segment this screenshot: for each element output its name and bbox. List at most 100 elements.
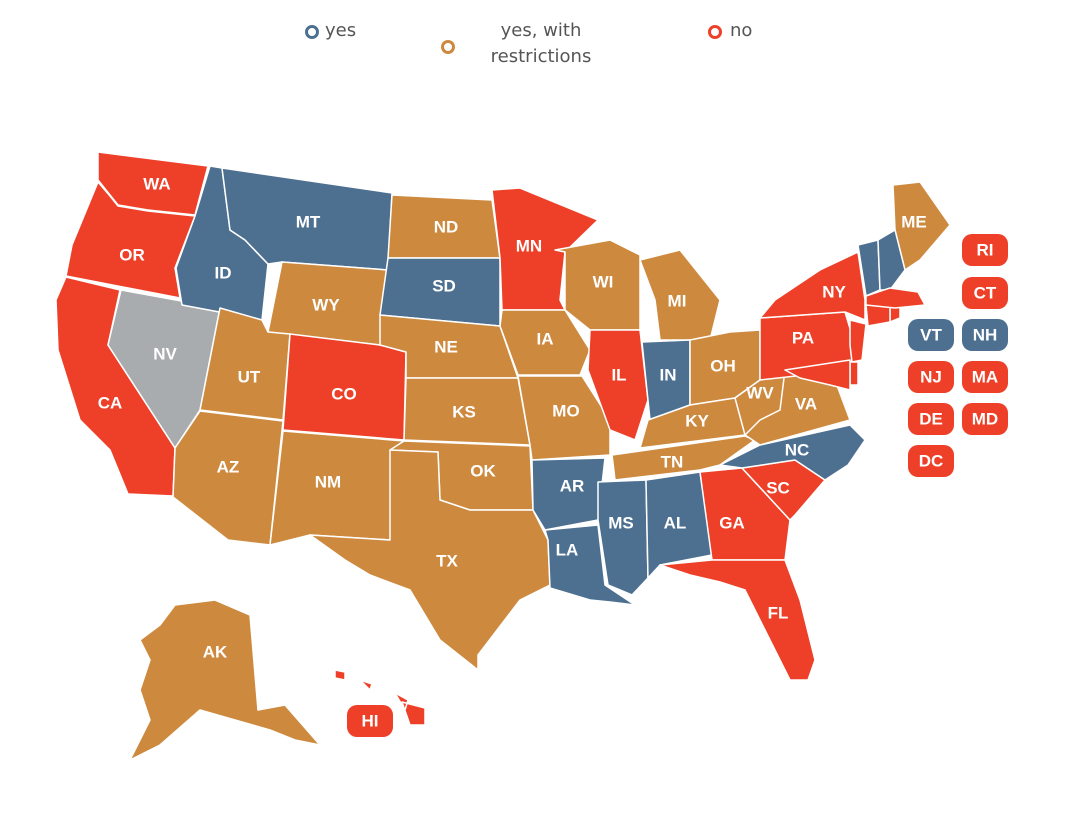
state-label-mt: MT [296,212,321,231]
small-state-badges: HI VT NH RI CT NJ MA DE MD DC [347,234,1008,737]
state-label-ak: AK [203,642,228,661]
badge-label-vt: VT [920,325,942,344]
legend-restrictions-label: yes, with restrictions [490,20,592,67]
state-ga[interactable] [699,467,791,561]
badge-md[interactable]: MD [962,403,1008,435]
state-wa[interactable] [97,151,209,216]
legend-item-yes[interactable]: yes [305,18,356,44]
badge-ma[interactable]: MA [962,361,1008,393]
state-label-or: OR [119,245,145,264]
badge-label-ct: CT [974,283,997,302]
badge-label-md: MD [972,409,998,428]
badge-box-de [908,403,954,435]
state-label-nd: ND [434,217,459,236]
state-label-ut: UT [238,367,261,386]
state-label-la: LA [556,540,579,559]
state-label-il: IL [611,365,626,384]
legend-item-restrictions[interactable]: yes, with restrictions [440,18,640,70]
state-tx[interactable] [309,449,551,671]
state-il[interactable] [587,329,649,441]
state-ms[interactable] [597,479,649,596]
badge-ri[interactable]: RI [962,234,1008,266]
state-label-pa: PA [792,328,814,347]
state-label-nv: NV [153,344,177,363]
state-label-wy: WY [312,295,340,314]
state-nc[interactable] [719,424,866,481]
state-label-ia: IA [537,329,554,348]
state-nj[interactable] [849,319,867,363]
state-ar[interactable] [531,457,606,531]
badge-box-hi [347,705,393,737]
badge-nh[interactable]: NH [962,319,1008,351]
state-label-tx: TX [436,551,458,570]
state-label-ks: KS [452,402,476,421]
badge-nj[interactable]: NJ [908,361,954,393]
state-label-ny: NY [822,282,846,301]
badge-label-dc: DC [919,451,944,470]
state-mi[interactable] [639,249,721,341]
badge-box-ma [962,361,1008,393]
state-shapes [55,151,951,761]
legend-restrictions-marker-icon [441,40,455,54]
state-fl[interactable] [659,559,816,681]
state-mo[interactable] [517,375,611,461]
state-az[interactable] [172,410,284,546]
state-label-wa: WA [143,174,170,193]
state-label-oh: OH [710,356,736,375]
badge-box-nj [908,361,954,393]
legend-item-no[interactable]: no [708,18,752,44]
badge-label-de: DE [919,409,943,428]
state-md[interactable] [784,359,851,391]
badge-label-ri: RI [977,240,994,259]
badge-dc[interactable]: DC [908,445,954,477]
state-label-mi: MI [668,291,687,310]
legend-no-label: no [730,20,753,41]
badge-box-vt [908,319,954,351]
state-labels: WA OR CA NV ID MT WY UT AZ CO NM ND SD NE KS OK TX MN IA MO… [98,174,927,661]
state-label-az: AZ [217,457,240,476]
badge-label-hi: HI [362,711,379,730]
state-ny[interactable] [759,251,866,321]
state-label-al: AL [664,513,687,532]
badge-box-ct [962,277,1008,309]
state-al[interactable] [645,471,713,579]
state-label-nc: NC [785,440,810,459]
state-label-nm: NM [315,472,341,491]
state-mn[interactable] [491,187,599,311]
state-la[interactable] [544,524,636,606]
badge-box-ri [962,234,1008,266]
badge-de[interactable]: DE [908,403,954,435]
state-label-in: IN [660,365,677,384]
state-label-ms: MS [608,513,634,532]
badge-vt[interactable]: VT [908,319,954,351]
state-label-ky: KY [685,411,709,430]
legend: yes yes, with restrictions no [0,14,1071,74]
badge-box-nh [962,319,1008,351]
state-ma[interactable] [865,287,926,309]
state-label-id: ID [215,263,232,282]
state-hi[interactable] [334,669,426,726]
legend-no-marker-icon [708,25,722,39]
badge-label-nh: NH [973,325,998,344]
state-label-ca: CA [98,393,123,412]
state-ct[interactable] [865,304,891,327]
legend-yes-marker-icon [305,25,319,39]
state-label-ga: GA [719,513,745,532]
state-de[interactable] [849,361,859,386]
state-nh[interactable] [877,229,906,291]
state-label-mn: MN [516,236,542,255]
state-label-va: VA [795,394,817,413]
state-label-sc: SC [766,478,790,497]
state-label-fl: FL [768,603,789,622]
state-label-wi: WI [593,272,614,291]
state-label-wv: WV [746,383,774,402]
badge-ct[interactable]: CT [962,277,1008,309]
state-label-ar: AR [560,476,585,495]
badge-hi[interactable]: HI [347,705,393,737]
state-label-ne: NE [434,337,458,356]
badge-label-nj: NJ [920,367,942,386]
badge-box-dc [908,445,954,477]
state-ak[interactable] [129,599,321,761]
legend-yes-label: yes [325,20,357,41]
